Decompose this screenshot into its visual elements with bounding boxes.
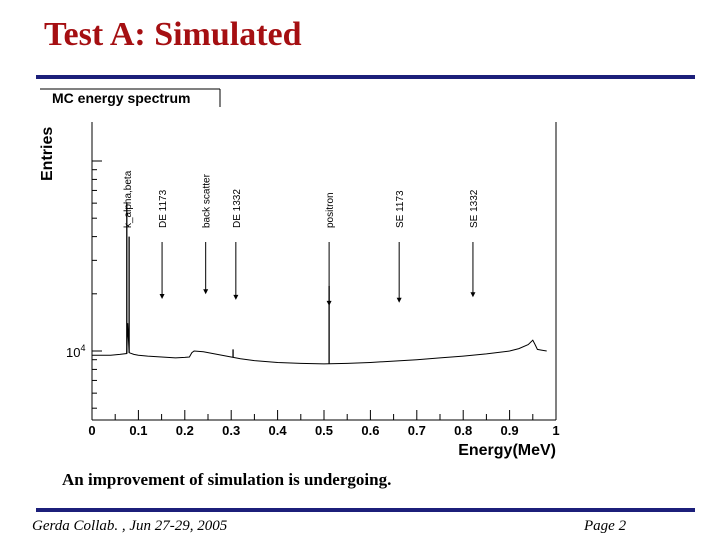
caption: An improvement of simulation is undergoi… [62,470,392,489]
x-tick-label: 0.8 [454,423,472,438]
annotation-label: k_alpha,beta [123,170,134,228]
annotation-arrow-head [396,297,402,303]
peak-lines [126,203,330,364]
x-tick-label: 0.1 [129,423,147,438]
y-tick-label: 104 [66,343,85,360]
annotation-arrow-head [203,289,209,295]
x-axis-label: Energy(MeV) [458,442,556,459]
annotation-arrow-head [159,294,165,300]
x-tick-label: 0.3 [222,423,240,438]
x-axis-ticks: 0 0.1 0.2 0.3 0.4 0.5 0.6 0.7 0.8 0.9 1 [88,410,560,438]
annotation-label: SE 1332 [469,189,480,228]
x-tick-label: 0 [88,423,95,438]
bottom-divider [36,508,695,512]
x-tick-label: 1 [552,423,559,438]
x-tick-label: 0.4 [269,423,288,438]
slide-title: Test A: Simulated [44,16,302,53]
x-tick-label: 0.6 [361,423,379,438]
y-tick-exponent: 4 [80,343,85,353]
footer-page-number: Page 2 [584,518,627,534]
annotation-label: SE 1173 [395,190,406,228]
x-tick-label: 0.2 [176,423,194,438]
annotation-arrow-head [470,292,476,298]
annotation-label: positron [325,192,336,228]
annotation-arrow-head [233,294,239,300]
y-axis-label: Entries [39,127,56,181]
top-divider [36,75,695,79]
spectrum-line [92,323,547,365]
annotation-label: back scatter [202,173,213,228]
energy-spectrum-chart: MC energy spectrum Entries 104 0 0.1 0.2 0.… [39,88,560,459]
x-tick-label: 0.7 [408,423,426,438]
chart-title: MC energy spectrum [52,90,190,106]
y-axis-ticks [92,160,102,409]
annotations: k_alpha,beta DE 1173 back scatter DE 1332 po… [123,170,480,306]
annotation-label: DE 1332 [232,189,243,228]
x-tick-label: 0.5 [315,423,333,438]
x-tick-label: 0.9 [501,423,519,438]
footer-left: Gerda Collab. , Jun 27-29, 2005 [32,518,228,534]
annotation-label: DE 1173 [158,189,169,228]
y-tick-base: 10 [66,345,80,360]
